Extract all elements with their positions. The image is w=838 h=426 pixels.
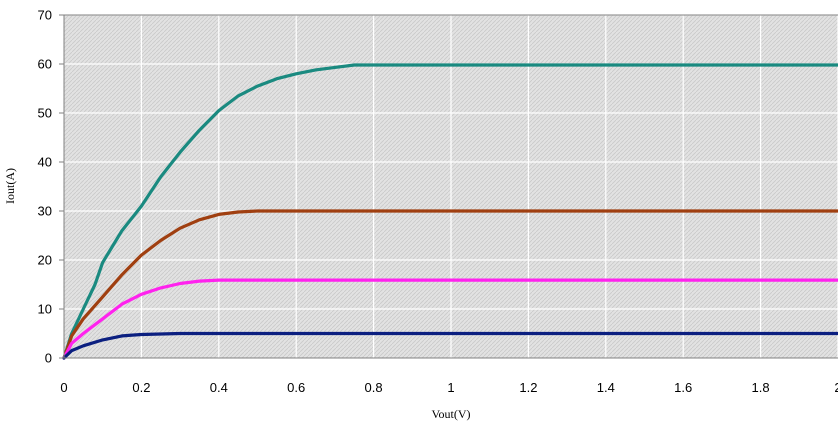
x-tick-label: 0.8	[365, 380, 383, 395]
y-tick-label: 30	[38, 204, 52, 219]
y-tick-labels: 0 10 20 30 40 50 60 70	[38, 8, 52, 366]
x-tick-label: 0.6	[287, 380, 305, 395]
x-tick-label: 0.4	[210, 380, 228, 395]
x-tick-label: 1.6	[674, 380, 692, 395]
x-tick-label: 1.4	[597, 380, 615, 395]
y-tick-label: 50	[38, 106, 52, 121]
y-tick-label: 20	[38, 253, 52, 268]
x-tick-label: 0	[60, 380, 67, 395]
series-line-4	[62, 331, 838, 360]
series-line-2	[62, 209, 838, 360]
x-tick-label: 1	[447, 380, 454, 395]
x-axis-title: Vout(V)	[431, 407, 470, 421]
series-line-3	[62, 278, 838, 360]
y-tick-label: 10	[38, 302, 52, 317]
x-tick-labels: 0 0.2 0.4 0.6 0.8 1 1.2 1.4 1.6 1.8 2	[60, 380, 838, 395]
series-line-1	[62, 63, 838, 360]
y-tick-label: 0	[45, 351, 52, 366]
y-axis-title: Iout(A)	[3, 168, 17, 204]
y-tick-label: 70	[38, 8, 52, 23]
series-layer	[62, 63, 838, 360]
x-tick-label: 2	[834, 380, 838, 395]
y-tick-label: 40	[38, 155, 52, 170]
x-tick-label: 1.2	[519, 380, 537, 395]
axes	[59, 14, 838, 359]
x-tick-label: 0.2	[132, 380, 150, 395]
y-tick-label: 60	[38, 57, 52, 72]
x-tick-label: 1.8	[752, 380, 770, 395]
